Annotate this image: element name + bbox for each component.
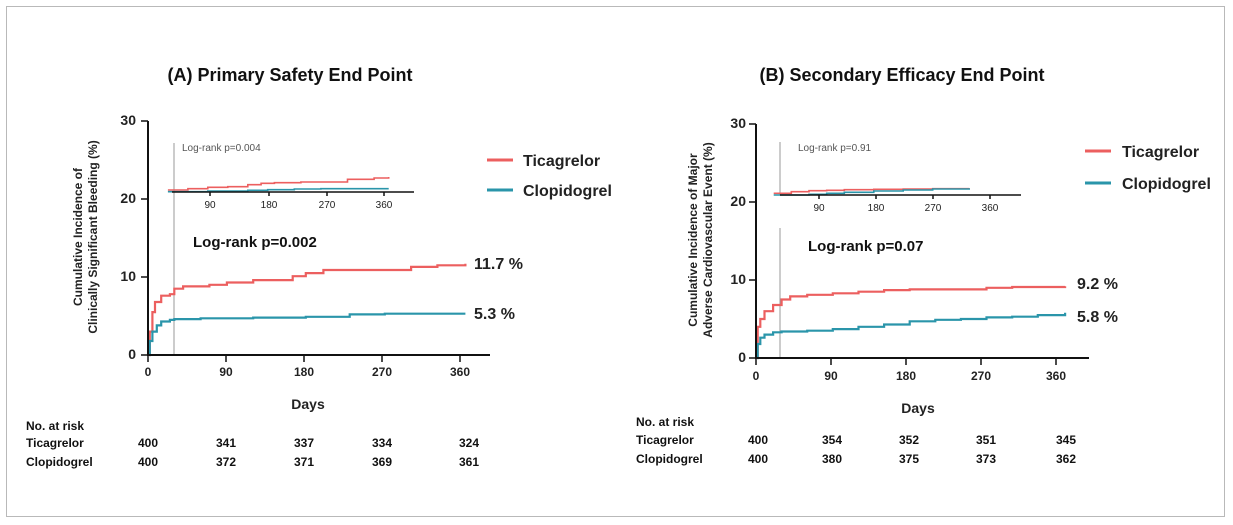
panel-a-end-label-ticagrelor: 11.7 % bbox=[474, 256, 523, 273]
panel-a-x-ticks: 0 90 180 270 360 bbox=[145, 355, 470, 379]
panel-a-inset: Log-rank p=0.004 90 180 270 360 bbox=[167, 143, 414, 211]
panel-b-legend-clopidogrel: Clopidogrel bbox=[1122, 176, 1211, 193]
panel-a-inset-curves bbox=[167, 177, 390, 193]
panel-a-risk-clopidogrel-90: 372 bbox=[216, 455, 236, 469]
panel-b-legend-ticagrelor: Ticagrelor bbox=[1122, 144, 1199, 161]
panel-b-ylabel-line2: Adverse Cardiovascular Event (%) bbox=[701, 142, 715, 337]
panel-b-risk-row-label-ticagrelor: Ticagrelor bbox=[636, 433, 694, 447]
panel-a-ylabel-line2: Clinically Significant Bleeding (%) bbox=[86, 140, 100, 333]
panel-b-risk-row-label-clopidogrel: Clopidogrel bbox=[636, 452, 703, 466]
panel-b-ytick-0: 0 bbox=[738, 349, 746, 365]
panel-a-risk-ticagrelor-90: 341 bbox=[216, 436, 236, 450]
panel-a-title: (A) Primary Safety End Point bbox=[167, 65, 412, 85]
panel-b-ytick-20: 20 bbox=[730, 193, 746, 209]
panel-b-x-ticks: 0 90 180 270 360 bbox=[753, 358, 1066, 383]
panel-b-end-label-ticagrelor: 9.2 % bbox=[1077, 276, 1118, 293]
panel-b-curve-clopidogrel bbox=[756, 312, 1067, 360]
panel-b-xtick-0: 0 bbox=[753, 369, 760, 383]
panel-b-risk-ticagrelor-270: 351 bbox=[976, 433, 996, 447]
panel-a-risk-clopidogrel-0: 400 bbox=[138, 455, 158, 469]
panel-a-xlabel: Days bbox=[291, 396, 325, 412]
panel-b-legend: Ticagrelor Clopidogrel bbox=[1085, 144, 1211, 193]
panel-b-logrank: Log-rank p=0.07 bbox=[808, 238, 923, 255]
panel-b-risk-clopidogrel-270: 373 bbox=[976, 452, 996, 466]
panel-b-inset-logrank: Log-rank p=0.91 bbox=[798, 143, 872, 154]
panel-a-xtick-180: 180 bbox=[294, 365, 314, 379]
panel-a-xtick-360: 360 bbox=[450, 365, 470, 379]
panel-b-inset-curves bbox=[773, 187, 970, 196]
panel-a-risk-clopidogrel-270: 369 bbox=[372, 455, 392, 469]
panel-b-risk-clopidogrel-360: 362 bbox=[1056, 452, 1076, 466]
panel-b-curve-ticagrelor bbox=[756, 285, 1067, 360]
panel-b-inset-xtick-360: 360 bbox=[982, 203, 999, 214]
panel-b-curves bbox=[756, 285, 1067, 360]
panel-a-end-label-clopidogrel: 5.3 % bbox=[474, 306, 515, 323]
panel-a-ylabel-line1: Cumulative Incidence of bbox=[71, 167, 85, 306]
panel-a-inset-curve-clopidogrel bbox=[167, 187, 389, 193]
panel-b-risk-ticagrelor-180: 352 bbox=[899, 433, 919, 447]
panel-b-y-ticks: 30 20 10 0 bbox=[730, 115, 756, 365]
panel-b: (B) Secondary Efficacy End Point Cumulat… bbox=[636, 65, 1211, 466]
panel-a-legend-clopidogrel: Clopidogrel bbox=[523, 183, 612, 200]
figure-frame bbox=[6, 6, 1225, 517]
panel-b-inset: Log-rank p=0.91 90 180 270 360 bbox=[773, 142, 1021, 214]
panel-b-risk-ticagrelor-0: 400 bbox=[748, 433, 768, 447]
panel-b-risk-header: No. at risk bbox=[636, 415, 694, 429]
panel-b-xtick-180: 180 bbox=[896, 369, 916, 383]
panel-b-risk-clopidogrel-0: 400 bbox=[748, 452, 768, 466]
panel-a-inset-xtick-90: 90 bbox=[204, 200, 216, 211]
panel-b-xtick-270: 270 bbox=[971, 369, 991, 383]
panel-a-ytick-30: 30 bbox=[120, 112, 136, 128]
panel-a-legend-ticagrelor: Ticagrelor bbox=[523, 153, 600, 170]
panel-a-risk-header: No. at risk bbox=[26, 419, 84, 433]
panel-a-risk-row-label-ticagrelor: Ticagrelor bbox=[26, 436, 84, 450]
panel-b-axes bbox=[755, 124, 1089, 359]
panel-a-xtick-0: 0 bbox=[145, 365, 152, 379]
panel-b-risk-ticagrelor-360: 345 bbox=[1056, 433, 1076, 447]
panel-b-title: (B) Secondary Efficacy End Point bbox=[759, 65, 1044, 85]
panel-b-risk-ticagrelor-90: 354 bbox=[822, 433, 842, 447]
panel-b-inset-xtick-90: 90 bbox=[813, 203, 825, 214]
panel-a-ytick-10: 10 bbox=[120, 268, 136, 284]
panel-a-xtick-90: 90 bbox=[219, 365, 233, 379]
panel-b-ytick-10: 10 bbox=[730, 271, 746, 287]
panel-b-risk-table: No. at risk Ticagrelor Clopidogrel 400 3… bbox=[636, 415, 1076, 466]
panel-b-xlabel: Days bbox=[901, 400, 935, 416]
panel-a-risk-clopidogrel-360: 361 bbox=[459, 455, 479, 469]
panel-a-y-ticks: 30 20 10 0 bbox=[120, 112, 148, 362]
panel-a-curve-ticagrelor bbox=[148, 263, 467, 357]
panel-a-inset-curve-ticagrelor bbox=[167, 177, 390, 191]
panel-b-xtick-90: 90 bbox=[824, 369, 838, 383]
panel-a-logrank: Log-rank p=0.002 bbox=[193, 234, 317, 251]
panel-a-inset-xtick-180: 180 bbox=[261, 200, 278, 211]
panel-a-inset-xtick-270: 270 bbox=[319, 200, 336, 211]
panel-b-inset-xtick-180: 180 bbox=[868, 203, 885, 214]
panel-a-risk-row-label-clopidogrel: Clopidogrel bbox=[26, 455, 93, 469]
panel-a-risk-ticagrelor-270: 334 bbox=[372, 436, 392, 450]
panel-b-risk-clopidogrel-90: 380 bbox=[822, 452, 842, 466]
panel-a-risk-ticagrelor-0: 400 bbox=[138, 436, 158, 450]
panel-a-inset-xtick-360: 360 bbox=[376, 200, 393, 211]
panel-a-risk-ticagrelor-360: 324 bbox=[459, 436, 479, 450]
panel-a-ytick-0: 0 bbox=[128, 346, 136, 362]
panel-b-xtick-360: 360 bbox=[1046, 369, 1066, 383]
panel-a-legend: Ticagrelor Clopidogrel bbox=[487, 153, 612, 200]
panel-a-risk-ticagrelor-180: 337 bbox=[294, 436, 314, 450]
panel-a-risk-table: No. at risk Ticagrelor Clopidogrel 400 3… bbox=[26, 419, 479, 469]
panel-a-axes bbox=[147, 121, 490, 356]
panel-a-ytick-20: 20 bbox=[120, 190, 136, 206]
panel-a: (A) Primary Safety End Point Cumulative … bbox=[26, 65, 612, 469]
panel-a-xtick-270: 270 bbox=[372, 365, 392, 379]
panel-a-inset-logrank: Log-rank p=0.004 bbox=[182, 143, 261, 154]
panel-a-curve-clopidogrel bbox=[148, 312, 466, 357]
panel-b-ytick-30: 30 bbox=[730, 115, 746, 131]
panel-b-inset-xtick-270: 270 bbox=[925, 203, 942, 214]
panel-b-risk-clopidogrel-180: 375 bbox=[899, 452, 919, 466]
panel-a-curves bbox=[148, 263, 467, 357]
panel-a-risk-clopidogrel-180: 371 bbox=[294, 455, 314, 469]
panel-b-end-label-clopidogrel: 5.8 % bbox=[1077, 309, 1118, 326]
panel-b-ylabel-line1: Cumulative Incidence of Major bbox=[686, 153, 700, 327]
